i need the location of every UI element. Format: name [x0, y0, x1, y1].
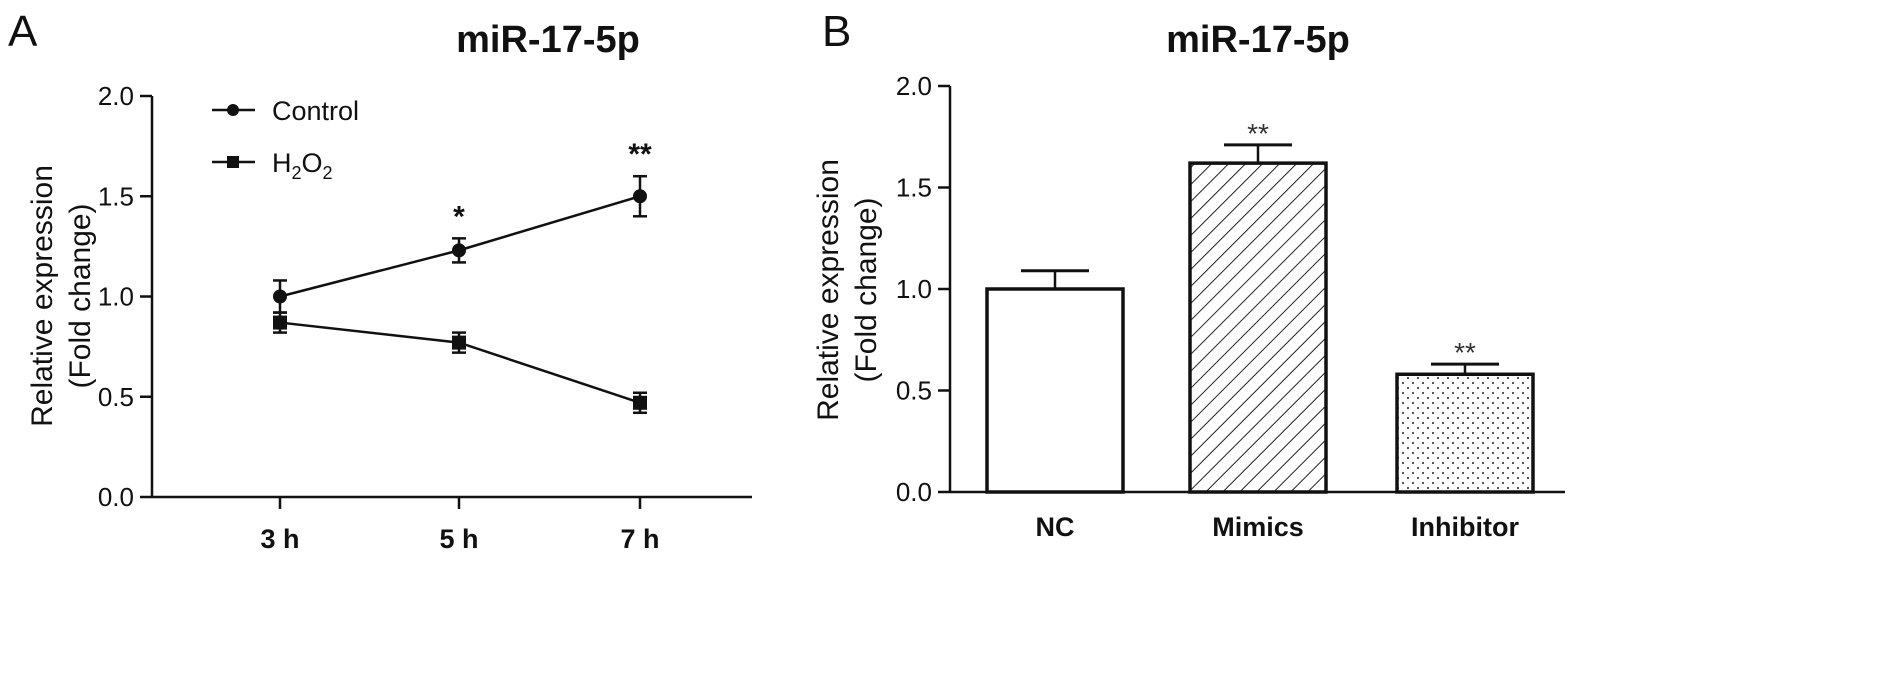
panel-b-y-tick-label: 1.0 [896, 274, 932, 304]
bar-group-mimics [1188, 143, 1328, 494]
legend-h2o2-marker [227, 156, 239, 168]
panel-b-y-tick-label: 0.5 [896, 376, 932, 406]
legend-item-control: Control [212, 96, 359, 126]
bar-mimics [1188, 161, 1328, 494]
panel-a-line-chart: A miR-17-5p Relative expression (Fold ch… [8, 7, 752, 554]
panel-b-y-ticks: 0.0 0.5 1.0 1.5 2.0 [896, 71, 950, 507]
significance-marker-mimics: ** [1247, 118, 1269, 149]
panel-a-x-ticks: 3 h 5 h 7 h [260, 497, 660, 554]
legend-control-marker [227, 104, 239, 116]
panel-b-ylabel-line1: Relative expression [812, 159, 845, 421]
panel-a-y-tick-label: 0.5 [98, 382, 134, 412]
bar-group-inhibitor [1395, 362, 1535, 494]
panel-a-x-tick-3-h: 3 h [260, 524, 299, 554]
panel-a-title: miR-17-5p [456, 19, 640, 61]
panel-a-y-axis-label: Relative expression (Fold change) [26, 165, 97, 427]
panel-a-significance: *** [453, 138, 652, 233]
panel-b-x-tick-inhibitor: Inhibitor [1411, 512, 1519, 542]
data-point-h2o2-3-h [273, 315, 287, 330]
data-point-control-3-h [273, 289, 287, 304]
panel-b-title: miR-17-5p [1166, 19, 1350, 61]
panel-a-x-tick-7-h: 7 h [620, 524, 659, 554]
panel-a-ylabel-line1: Relative expression [26, 165, 59, 427]
panel-a-y-tick-label: 2.0 [98, 81, 134, 111]
panel-b-y-tick-label: 2.0 [896, 71, 932, 101]
panel-b-y-tick-label: 1.5 [896, 173, 932, 203]
data-point-h2o2-7-h [633, 395, 647, 410]
panel-a-y-ticks: 0.0 0.5 1.0 1.5 2.0 [98, 81, 152, 512]
panel-b-x-tick-mimics: Mimics [1212, 512, 1304, 542]
bar-nc [985, 287, 1125, 494]
data-point-control-7-h [633, 189, 647, 204]
significance-marker-7-h: ** [628, 138, 652, 171]
panel-a-y-tick-label: 1.0 [98, 282, 134, 312]
panel-b-significance: ** ** [1247, 118, 1476, 368]
legend-control-label: Control [272, 96, 359, 126]
panel-a-ylabel-line2: (Fold change) [64, 203, 97, 388]
bar-inhibitor [1395, 372, 1535, 494]
panel-b-letter: B [822, 7, 851, 56]
panel-a-legend: Control H2O2 [212, 96, 359, 183]
series-h2o2 [273, 311, 647, 415]
panel-a-y-tick-label: 0.0 [98, 482, 134, 512]
panel-a-x-tick-5-h: 5 h [439, 524, 478, 554]
legend-h2o2-label: H2O2 [272, 148, 333, 183]
panel-b-x-ticks: NC Mimics Inhibitor [1036, 512, 1520, 542]
panel-b-y-axis-label: Relative expression (Fold change) [812, 159, 883, 421]
panel-b-x-tick-nc: NC [1036, 512, 1075, 542]
panel-a-y-tick-label: 1.5 [98, 181, 134, 211]
panel-b-ylabel-line2: (Fold change) [850, 197, 883, 382]
data-point-h2o2-5-h [452, 335, 466, 350]
legend-item-h2o2: H2O2 [212, 148, 333, 183]
panel-a-axes [150, 96, 752, 499]
series-control [273, 174, 647, 314]
panel-a-series [273, 174, 647, 415]
significance-marker-inhibitor: ** [1454, 337, 1476, 368]
panel-a-letter: A [8, 7, 38, 56]
panel-b-y-tick-label: 0.0 [896, 477, 932, 507]
significance-marker-5-h: * [453, 200, 465, 233]
panel-b-bars [985, 143, 1535, 494]
panel-b-bar-chart: B miR-17-5p Relative expression (Fold ch… [812, 7, 1565, 542]
bar-group-nc [985, 269, 1125, 494]
data-point-control-5-h [452, 243, 466, 258]
